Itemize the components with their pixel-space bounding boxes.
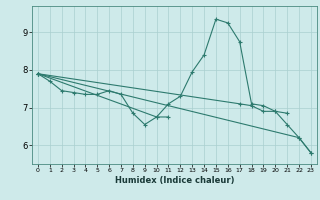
X-axis label: Humidex (Indice chaleur): Humidex (Indice chaleur) xyxy=(115,176,234,185)
